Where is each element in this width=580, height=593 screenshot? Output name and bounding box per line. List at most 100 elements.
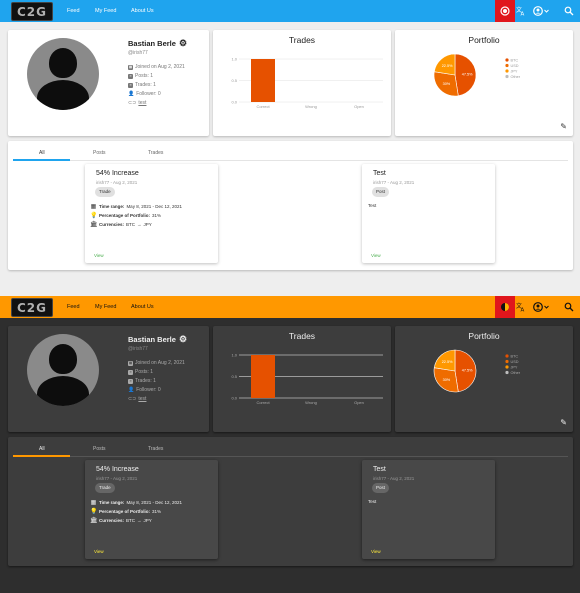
nav-about-us[interactable]: About Us xyxy=(131,304,154,310)
view-button[interactable]: View xyxy=(94,253,104,258)
pie-slice-jpy[interactable] xyxy=(433,349,456,372)
theme-toggle-icon xyxy=(500,6,510,16)
view-button[interactable]: View xyxy=(94,549,104,554)
nav-my-feed[interactable]: My Feed xyxy=(95,304,117,310)
legend-label[interactable]: JPY xyxy=(511,69,518,73)
bar-correct[interactable] xyxy=(251,355,275,398)
pie-slice-usd[interactable] xyxy=(433,71,459,97)
joined-date: ▦ Joined on Aug 2, 2021 xyxy=(128,64,185,70)
post-meta: irish77 - Aug 2, 2021 xyxy=(96,180,138,185)
logo-text: C2G xyxy=(16,4,47,19)
post-meta: irish77 - Aug 2, 2021 xyxy=(373,476,415,481)
account-menu-button[interactable] xyxy=(533,299,551,315)
app-logo[interactable]: C2G xyxy=(11,2,53,21)
legend-label[interactable]: Other xyxy=(511,75,521,79)
nav-feed[interactable]: Feed xyxy=(67,8,80,14)
y-tick-label: 0.0 xyxy=(231,396,237,401)
account-menu-button[interactable] xyxy=(533,3,551,19)
x-tick-label: Wrong xyxy=(305,400,317,405)
logo-text: C2G xyxy=(16,300,47,315)
lightbulb-icon: 💡 xyxy=(90,213,98,219)
chevron-down-icon xyxy=(544,9,549,13)
search-button[interactable] xyxy=(561,299,577,315)
gear-icon[interactable]: ⚙ xyxy=(178,334,188,344)
post-type-chip: Trade xyxy=(95,483,115,493)
post-meta: irish77 - Aug 2, 2021 xyxy=(373,180,415,185)
edit-portfolio-icon[interactable]: ✎ xyxy=(560,122,567,131)
y-tick-label: 0.5 xyxy=(231,374,237,379)
svg-text:A: A xyxy=(521,308,525,313)
edit-portfolio-icon[interactable]: ✎ xyxy=(560,418,567,427)
gear-icon[interactable]: ⚙ xyxy=(178,38,188,48)
tab-trades[interactable]: Trades xyxy=(148,150,164,156)
bar-correct[interactable] xyxy=(251,59,275,102)
pie-slice-label: 22.5% xyxy=(442,360,453,364)
tab-active-indicator xyxy=(13,159,70,161)
post-title: Test xyxy=(373,466,386,473)
portfolio-percentage: 💡 Percentage of Portfolio: 31% xyxy=(90,213,162,219)
legend-marker xyxy=(505,69,509,73)
tab-trades[interactable]: Trades xyxy=(148,446,164,452)
legend-label[interactable]: Other xyxy=(511,371,521,375)
tab-divider xyxy=(13,456,568,457)
legend-label[interactable]: JPY xyxy=(511,365,518,369)
trades-card: Trades 1.0 0.5 0.0 Correct Wrong Open xyxy=(213,326,391,432)
profile-handle: @irish77 xyxy=(128,346,148,352)
posts-count: ≡ Posts: 1 xyxy=(128,369,154,375)
legend-label[interactable]: BTC xyxy=(511,58,519,62)
profile-link[interactable]: ⊂⊃ test xyxy=(128,100,147,106)
pie-slice-btc[interactable] xyxy=(454,349,477,393)
legend-label[interactable]: USD xyxy=(511,360,519,364)
post-body: Test xyxy=(368,499,377,504)
search-button[interactable] xyxy=(561,3,577,19)
search-icon xyxy=(564,6,574,16)
theme-toggle-button[interactable] xyxy=(495,296,515,318)
pie-slice-jpy[interactable] xyxy=(433,53,456,76)
pie-slice-label: 47.5% xyxy=(462,73,473,77)
tab-all[interactable]: All xyxy=(39,446,45,452)
profile-link[interactable]: ⊂⊃ test xyxy=(128,396,147,402)
app-logo[interactable]: C2G xyxy=(11,298,53,317)
theme-toggle-button[interactable] xyxy=(495,0,515,22)
post-title: 54% Increase xyxy=(96,466,139,473)
theme-toggle-icon xyxy=(501,303,509,311)
post-type-chip: Post xyxy=(372,187,390,197)
legend-marker xyxy=(505,58,509,62)
tab-all[interactable]: All xyxy=(39,150,45,156)
legend-label[interactable]: BTC xyxy=(511,354,519,358)
account-icon xyxy=(533,302,549,312)
pie-slice-btc[interactable] xyxy=(454,53,477,97)
profile-name-text: Bastian Berle xyxy=(128,39,176,48)
view-button[interactable]: View xyxy=(371,549,381,554)
x-tick-label: Correct xyxy=(256,400,270,405)
legend-label[interactable]: USD xyxy=(511,64,519,68)
calendar-icon: ▦ xyxy=(128,360,133,366)
nav-about-us[interactable]: About Us xyxy=(131,8,154,14)
person-icon: 👤 xyxy=(128,91,135,97)
view-button[interactable]: View xyxy=(371,253,381,258)
trades-bar-chart: 1.0 0.5 0.0 Correct Wrong Open xyxy=(231,353,383,405)
avatar xyxy=(27,38,99,110)
x-tick-label: Wrong xyxy=(305,104,317,109)
nav-feed[interactable]: Feed xyxy=(67,304,80,310)
y-tick-label: 0.5 xyxy=(231,78,237,83)
pie-slice-usd[interactable] xyxy=(433,367,459,393)
lightbulb-icon: 💡 xyxy=(90,509,98,515)
feed-card: All Posts Trades 54% Increase irish77 - … xyxy=(8,437,573,566)
post-title: 54% Increase xyxy=(96,170,139,177)
post-card-post: Test irish77 - Aug 2, 2021 Post Test Vie… xyxy=(362,460,495,559)
tab-posts[interactable]: Posts xyxy=(93,446,106,452)
link-icon: ⊂⊃ xyxy=(128,396,137,402)
y-tick-label: 1.0 xyxy=(231,57,237,62)
nav-my-feed[interactable]: My Feed xyxy=(95,8,117,14)
x-tick-label: Correct xyxy=(256,104,270,109)
legend-marker xyxy=(505,359,509,364)
profile-handle: @irish77 xyxy=(128,50,148,56)
pie-slice-label: 30% xyxy=(443,82,451,86)
tab-posts[interactable]: Posts xyxy=(93,150,106,156)
time-range: ▦ Time range: May 8, 2021 - Dec 12, 2021 xyxy=(90,500,182,506)
pie-slice-label: 47.5% xyxy=(462,369,473,373)
